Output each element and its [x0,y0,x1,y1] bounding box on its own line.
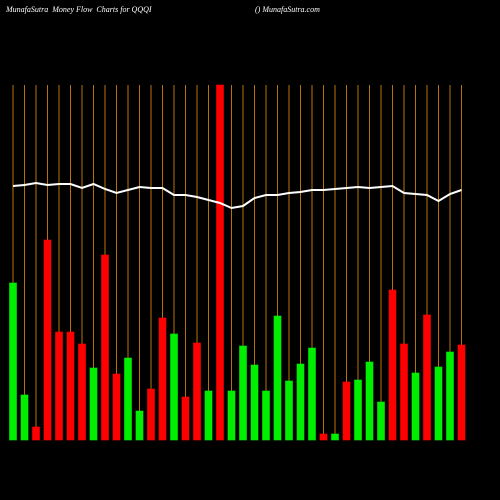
bar [457,344,466,441]
bar [239,345,247,441]
bar [170,333,178,441]
bar [250,364,259,441]
bar [101,254,109,441]
bar [147,388,155,441]
bar [43,239,52,441]
bar [377,401,385,441]
bar [331,433,339,441]
chart-title: MunafaSutra Money Flow Charts for QQQI [5,5,152,14]
bar [89,367,98,441]
bar [342,381,351,441]
bar [204,390,213,441]
bar [285,380,293,441]
bar [158,317,167,441]
chart-subtitle: () MunafaSutra.com [255,5,320,14]
bar [273,315,282,441]
bar [319,433,328,441]
bar [78,343,86,441]
bar [124,357,132,441]
bar [365,361,374,441]
bar [112,373,121,441]
bar [434,366,443,441]
bar [388,289,397,441]
bar [181,396,190,441]
bar [135,410,144,441]
bar [308,347,316,441]
bar [423,314,431,441]
bar [411,372,420,441]
bar [262,390,270,441]
bar [9,282,17,441]
bar [446,351,454,441]
bar [66,331,75,441]
bar [20,394,29,441]
bar [227,390,236,441]
bar [55,331,63,441]
bar [296,363,305,441]
bar [193,342,201,441]
bar [216,84,224,441]
money-flow-line [12,181,462,210]
bar [32,426,40,441]
bar [400,343,408,441]
bar [354,379,362,441]
